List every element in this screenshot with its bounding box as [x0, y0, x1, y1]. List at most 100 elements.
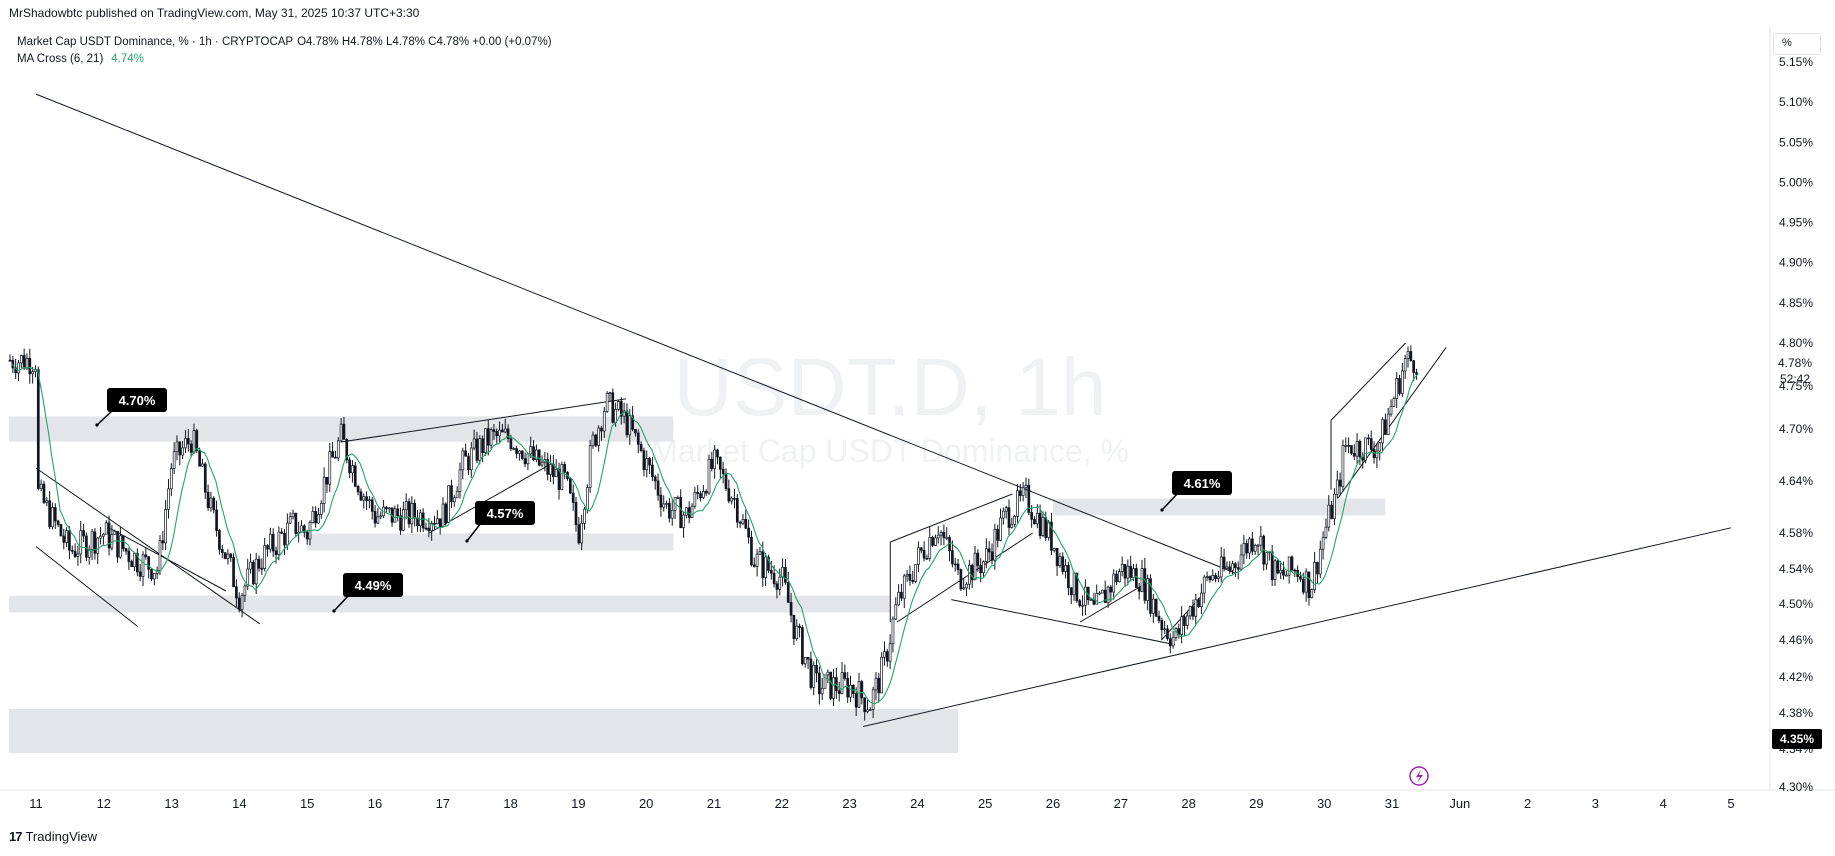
candle-body	[124, 548, 128, 552]
candle-body	[447, 485, 450, 523]
candle-body	[515, 448, 518, 454]
candle-body	[133, 553, 136, 568]
candle-body	[1265, 552, 1268, 565]
candle-body	[968, 565, 971, 585]
candle-body	[1055, 547, 1059, 566]
candle-body	[25, 358, 29, 369]
candle-body	[353, 465, 357, 487]
price-callout[interactable]: 4.57%	[465, 501, 535, 543]
candle-body	[982, 561, 985, 573]
candle-body	[1338, 479, 1342, 487]
candle-body	[1168, 638, 1172, 647]
time-axis[interactable]: 11 12 13 14 15 16 17 18 19 20 21 22 23 24 25 26 27 28 29 30…	[29, 796, 1734, 811]
trendline[interactable]	[863, 527, 1732, 727]
candle-body	[421, 512, 425, 529]
candle-body	[441, 503, 445, 528]
candle-body	[1301, 578, 1305, 593]
symbol-title[interactable]: Market Cap USDT Dominance, % · 1h · CRYP…	[17, 36, 294, 48]
candle-body	[96, 537, 100, 554]
candle-body	[277, 531, 281, 555]
trendline[interactable]	[896, 532, 1033, 623]
price-callout[interactable]: 4.70%	[95, 388, 167, 427]
candle-body	[823, 674, 827, 689]
candle-body	[537, 449, 541, 466]
candle-body	[1313, 562, 1316, 590]
time-tick-label: 3	[1592, 796, 1599, 811]
price-callout[interactable]: 4.49%	[332, 573, 403, 613]
candle-body	[501, 429, 504, 433]
candle-body	[829, 671, 833, 699]
flash-icon[interactable]	[1409, 766, 1429, 786]
candle-body	[953, 563, 957, 566]
candle-body	[461, 450, 465, 471]
candle-body	[1389, 405, 1393, 415]
candle-body	[1041, 517, 1045, 536]
trendline[interactable]	[341, 398, 626, 443]
candle-body	[1191, 606, 1195, 617]
candle-body	[254, 558, 258, 585]
candle-body	[503, 428, 507, 433]
candle-body	[665, 502, 668, 505]
trendline[interactable]	[35, 467, 261, 625]
candle-body	[229, 553, 233, 558]
candle-body	[1112, 573, 1116, 593]
candle-body	[206, 491, 210, 509]
price-tick-label: 4.75%	[1779, 379, 1813, 393]
candle-body	[849, 684, 852, 698]
candle-body	[1219, 556, 1223, 578]
tradingview-logo[interactable]: 17 TradingView	[9, 829, 97, 844]
candle-body	[339, 423, 343, 442]
candle-body	[588, 445, 592, 488]
candle-body	[809, 658, 813, 688]
candle-body	[189, 443, 193, 453]
time-tick-label: 18	[503, 796, 517, 811]
trendline[interactable]	[890, 493, 1013, 543]
candle-body	[1217, 576, 1220, 580]
candle-body	[801, 627, 804, 665]
candle-body	[402, 509, 405, 531]
candle-body	[820, 687, 824, 695]
last-price-tag-bg	[1772, 729, 1822, 749]
price-unit-button[interactable]: %	[1773, 33, 1821, 55]
candle-body	[1256, 544, 1260, 547]
candle-body	[724, 473, 728, 490]
candle-body	[628, 415, 632, 436]
trendline[interactable]	[951, 599, 1176, 646]
trendline[interactable]	[1330, 342, 1406, 421]
candle-body	[212, 497, 216, 511]
trendline[interactable]	[1337, 347, 1447, 499]
candle-body	[294, 512, 298, 534]
trendline[interactable]	[35, 93, 1237, 574]
candle-body	[1163, 628, 1166, 631]
candle-body	[495, 431, 499, 437]
candle-body	[1367, 437, 1370, 440]
ma-indicator-label[interactable]: MA Cross (6, 21)	[17, 53, 104, 65]
candle-body	[175, 441, 179, 453]
candle-body	[141, 554, 145, 577]
candle-body	[554, 468, 558, 478]
candle-body	[1222, 556, 1226, 569]
candle-body	[523, 458, 527, 465]
candle-body	[608, 392, 612, 395]
candle-body	[945, 537, 949, 539]
trendline[interactable]	[1079, 581, 1149, 623]
candle-body	[585, 487, 589, 510]
candle-body	[755, 553, 759, 567]
candle-body	[1239, 554, 1243, 570]
candle-body	[934, 537, 937, 546]
trendline[interactable]	[35, 546, 139, 627]
candle-body	[334, 456, 337, 459]
candle-body	[433, 522, 436, 525]
candle-body	[1123, 563, 1127, 579]
price-callout[interactable]: 4.61%	[1160, 471, 1232, 512]
candle-body	[396, 508, 400, 517]
candle-body	[874, 677, 878, 691]
candle-body	[1013, 516, 1017, 525]
price-axis[interactable]: 5.15% 5.10% 5.05% 5.00% 4.95% 4.90% 4.85% 4.80%…	[1779, 55, 1813, 794]
candle-body	[150, 568, 153, 580]
candle-body	[1304, 571, 1308, 593]
trendline[interactable]	[110, 528, 227, 592]
candle-body	[826, 671, 830, 676]
candle-body	[1355, 441, 1359, 457]
